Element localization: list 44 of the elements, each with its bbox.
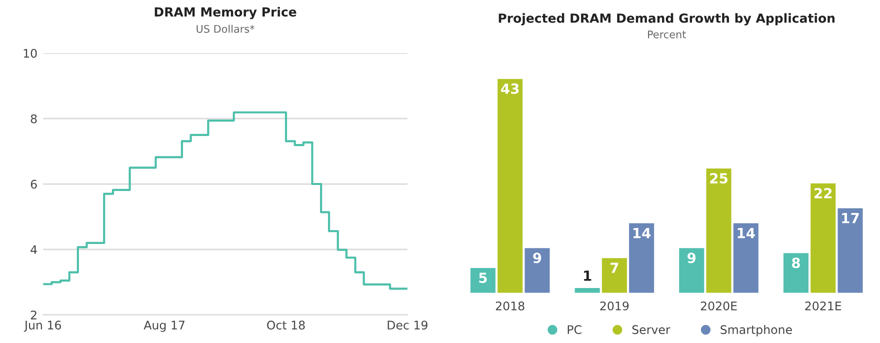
x-tick-label: 2018 xyxy=(496,301,524,310)
x-tick-label: Oct 18 xyxy=(267,320,305,330)
x-tick-label: Jun 16 xyxy=(24,320,61,332)
bar xyxy=(810,183,836,293)
data-label: 1 xyxy=(584,270,592,281)
data-label: 9 xyxy=(533,252,542,264)
data-label: 22 xyxy=(814,188,832,198)
legend-label: PC xyxy=(568,325,582,334)
bar xyxy=(679,248,704,293)
x-tick-label: 2021E xyxy=(805,301,842,310)
bar xyxy=(498,78,523,293)
chart-subtitle: US Dollars* xyxy=(196,24,254,33)
bar xyxy=(733,223,758,293)
x-tick-label: Dec 19 xyxy=(388,320,428,330)
y-tick-label: 4 xyxy=(30,245,37,254)
data-label: 14 xyxy=(738,228,755,238)
x-tick-label: 2020E xyxy=(700,301,737,310)
bar xyxy=(574,288,600,293)
y-tick-label: 2 xyxy=(30,310,36,320)
legend-label: Smartphone xyxy=(720,324,792,336)
chart-subtitle: Percent xyxy=(648,30,686,38)
legend-label: Server xyxy=(632,325,670,334)
bar xyxy=(629,223,654,293)
y-tick-label: 8 xyxy=(30,114,37,124)
data-label: 8 xyxy=(792,258,800,268)
chart-title: Projected DRAM Demand Growth by Application xyxy=(498,13,835,26)
x-tick-label: Aug 17 xyxy=(144,320,184,332)
data-label: 7 xyxy=(610,262,618,273)
data-label: 17 xyxy=(842,213,859,224)
bar xyxy=(706,168,732,293)
bar xyxy=(783,253,808,293)
data-label: 43 xyxy=(501,83,519,94)
data-label: 25 xyxy=(710,173,728,184)
data-label: 9 xyxy=(688,252,696,264)
x-tick-label: 2019 xyxy=(600,301,629,310)
chart-title: DRAM Memory Price xyxy=(154,6,296,20)
bar xyxy=(524,248,550,293)
data-label: 14 xyxy=(633,228,651,238)
data-label: 5 xyxy=(479,272,487,284)
bar xyxy=(470,268,496,293)
y-tick-label: 6 xyxy=(30,180,37,189)
bar xyxy=(602,258,627,293)
bar xyxy=(838,208,863,293)
y-tick-label: 10 xyxy=(24,48,37,58)
